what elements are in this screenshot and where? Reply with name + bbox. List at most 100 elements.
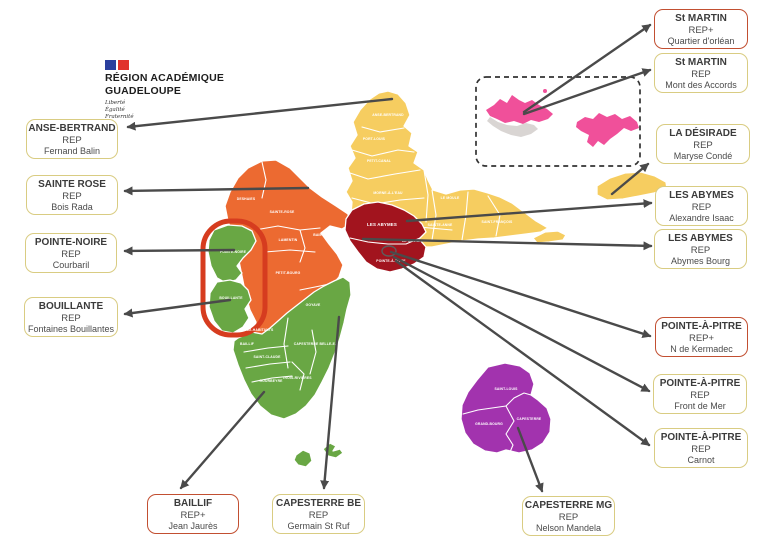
- arrow-baillif: [179, 390, 266, 490]
- box-title: CAPESTERRE MG: [524, 500, 613, 511]
- box-status: REP+: [180, 509, 206, 521]
- map-label-bouillante: BOUILLANTE: [219, 296, 243, 300]
- arrow-sainte-rose: [123, 186, 310, 196]
- label-box-baillif: BAILLIF REP+ Jean Jaurès: [147, 494, 239, 534]
- box-school: Front de Mer: [674, 400, 726, 411]
- map-label-goyave: GOYAVE: [306, 303, 321, 307]
- arrow-anse-bertrand: [126, 97, 394, 131]
- box-school: Quartier d'orléan: [667, 35, 735, 46]
- arrow-les-abymes-isaac: [405, 199, 653, 223]
- logo-motto-egalite: Égalité: [105, 107, 125, 114]
- region-marie-galante: [460, 362, 552, 454]
- region-les-saintes-1: [293, 449, 313, 468]
- map-label-anse-bertrand: ANSE-BERTRAND: [372, 113, 404, 117]
- box-status: REP: [691, 68, 711, 80]
- map-label-sainte-rose: SAINTE-ROSE: [270, 210, 295, 214]
- box-school: N de Kermadec: [670, 343, 733, 354]
- label-box-capesterre-mg: CAPESTERRE MG REP Nelson Mandela: [522, 496, 615, 536]
- label-box-st-martin-rep: St MARTIN REP Mont des Accords: [654, 53, 748, 93]
- box-title: POINTE-À-PITRE: [661, 321, 742, 332]
- map-label-saint-louis: SAINT-LOUIS: [494, 387, 518, 391]
- box-school: Germain St Ruf: [287, 520, 350, 531]
- box-status: REP+: [688, 24, 714, 36]
- arrow-la-desirade: [610, 162, 650, 196]
- highlight-ring-pointe-noire-bouillante: [200, 218, 268, 338]
- label-box-pointe-noire: POINTE-NOIRE REP Courbaril: [25, 233, 117, 273]
- map-label-pointe-a-pitre: POINTE-À-PITRE: [376, 258, 406, 263]
- arrow-capesterre-be: [320, 315, 341, 490]
- label-box-les-abymes-isaac: LES ABYMES REP Alexandre Isaac: [655, 186, 748, 226]
- box-title: LA DÉSIRADE: [669, 128, 737, 139]
- box-status: REP: [61, 312, 81, 324]
- label-box-pap-front-de-mer: POINTE-À-PITRE REP Front de Mer: [653, 374, 747, 414]
- map-label-gourbeyre: GOURBEYRE: [259, 379, 283, 383]
- region-saint-martin: [486, 95, 553, 124]
- box-school: Maryse Condé: [673, 150, 733, 161]
- map-label-petit-bourg: PETIT-BOURG: [276, 271, 301, 275]
- box-title: LES ABYMES: [668, 233, 733, 244]
- box-title: POINTE-À-PITRE: [659, 378, 741, 389]
- map-label-lamentin: LAMENTIN: [279, 238, 298, 242]
- box-status: REP: [62, 134, 82, 146]
- box-title: POINTE-NOIRE: [34, 237, 108, 248]
- region-les-abymes-pap: [344, 201, 427, 273]
- map-label-deshaies: DESHAIES: [237, 197, 256, 201]
- box-school: Mont des Accords: [665, 79, 737, 90]
- map-label-saint-francois: SAINT-FRANÇOIS: [482, 220, 514, 224]
- box-status: REP: [690, 389, 710, 401]
- box-status: REP: [558, 511, 579, 523]
- arrow-pap-kermadec: [389, 250, 652, 338]
- box-title: ANSE-BERTRAND: [28, 123, 116, 134]
- region-academique-logo: RÉGION ACADÉMIQUE GUADELOUPE Liberté Éga…: [105, 60, 245, 121]
- box-title: LES ABYMES: [669, 190, 734, 201]
- arrow-bouillante: [123, 298, 232, 318]
- arrow-capesterre-mg: [516, 426, 544, 493]
- logo-region-line1: RÉGION ACADÉMIQUE: [105, 72, 225, 84]
- arrow-pap-front-de-mer: [392, 255, 651, 393]
- region-saint-barthelemy: [576, 113, 639, 147]
- map-label-le-moule: LE MOULE: [441, 196, 460, 200]
- region-pointe-noire: [207, 224, 257, 284]
- map-label-morne-a-l-eau: MORNE-À-L'EAU: [373, 190, 403, 195]
- box-title: CAPESTERRE BE: [275, 498, 361, 509]
- region-bouillante: [208, 279, 252, 334]
- label-box-les-abymes-bourg: LES ABYMES REP Abymes Bourg: [654, 229, 747, 269]
- map-label-petit-canal: PETIT-CANAL: [367, 159, 391, 163]
- label-box-pap-carnot: POINTE-À-PITRE REP Carnot: [654, 428, 748, 468]
- box-status: REP: [61, 248, 81, 260]
- map-label-vieux-habitants: VIEUX-HABITANTS: [241, 328, 274, 332]
- map-label-sainte-anne: SAINTE-ANNE: [428, 223, 453, 227]
- french-flag-icon: [105, 60, 245, 70]
- arrow-st-martin-rep-plus: [522, 23, 652, 114]
- label-box-capesterre-be: CAPESTERRE BE REP Germain St Ruf: [272, 494, 365, 534]
- region-sint-maarten: [487, 117, 538, 137]
- map-label-port-louis: PORT-LOUIS: [363, 137, 386, 141]
- box-status: REP: [308, 509, 329, 521]
- region-tintamarre-dot: [543, 89, 547, 93]
- map-label-baie-mahault: BAIE-MAHAULT: [313, 233, 341, 237]
- arrow-pap-carnot: [394, 259, 651, 447]
- box-school: Jean Jaurès: [168, 520, 218, 531]
- logo-motto-liberte: Liberté: [105, 100, 126, 107]
- box-title: SAINTE ROSE: [38, 179, 106, 190]
- region-basse-terre-sud: [232, 276, 352, 420]
- arrow-st-martin-rep: [522, 68, 652, 116]
- map-label-pointe-noire: POINTE-NOIRE: [220, 250, 247, 254]
- box-school: Nelson Mandela: [535, 522, 602, 533]
- box-status: REP: [691, 443, 711, 455]
- box-school: Bois Rada: [51, 201, 93, 212]
- box-title: POINTE-À-PITRE: [660, 432, 742, 443]
- logo-motto-fraternite: Fraternité: [105, 113, 134, 120]
- box-status: REP: [690, 244, 711, 256]
- box-title: St MARTIN: [675, 13, 727, 24]
- map-label-les-abymes: LES ABYMES: [367, 222, 397, 227]
- box-school: Carnot: [687, 454, 715, 465]
- map-label-baillif: BAILLIF: [240, 342, 254, 346]
- label-box-anse-bertrand: ANSE-BERTRAND REP Fernand Balin: [26, 119, 118, 159]
- arrow-les-abymes-bourg: [361, 237, 653, 251]
- label-box-st-martin-rep-plus: St MARTIN REP+ Quartier d'orléan: [654, 9, 748, 49]
- pointe-a-pitre-circle-mark: [381, 245, 397, 257]
- box-title: St MARTIN: [675, 57, 727, 68]
- box-school: Abymes Bourg: [670, 255, 731, 266]
